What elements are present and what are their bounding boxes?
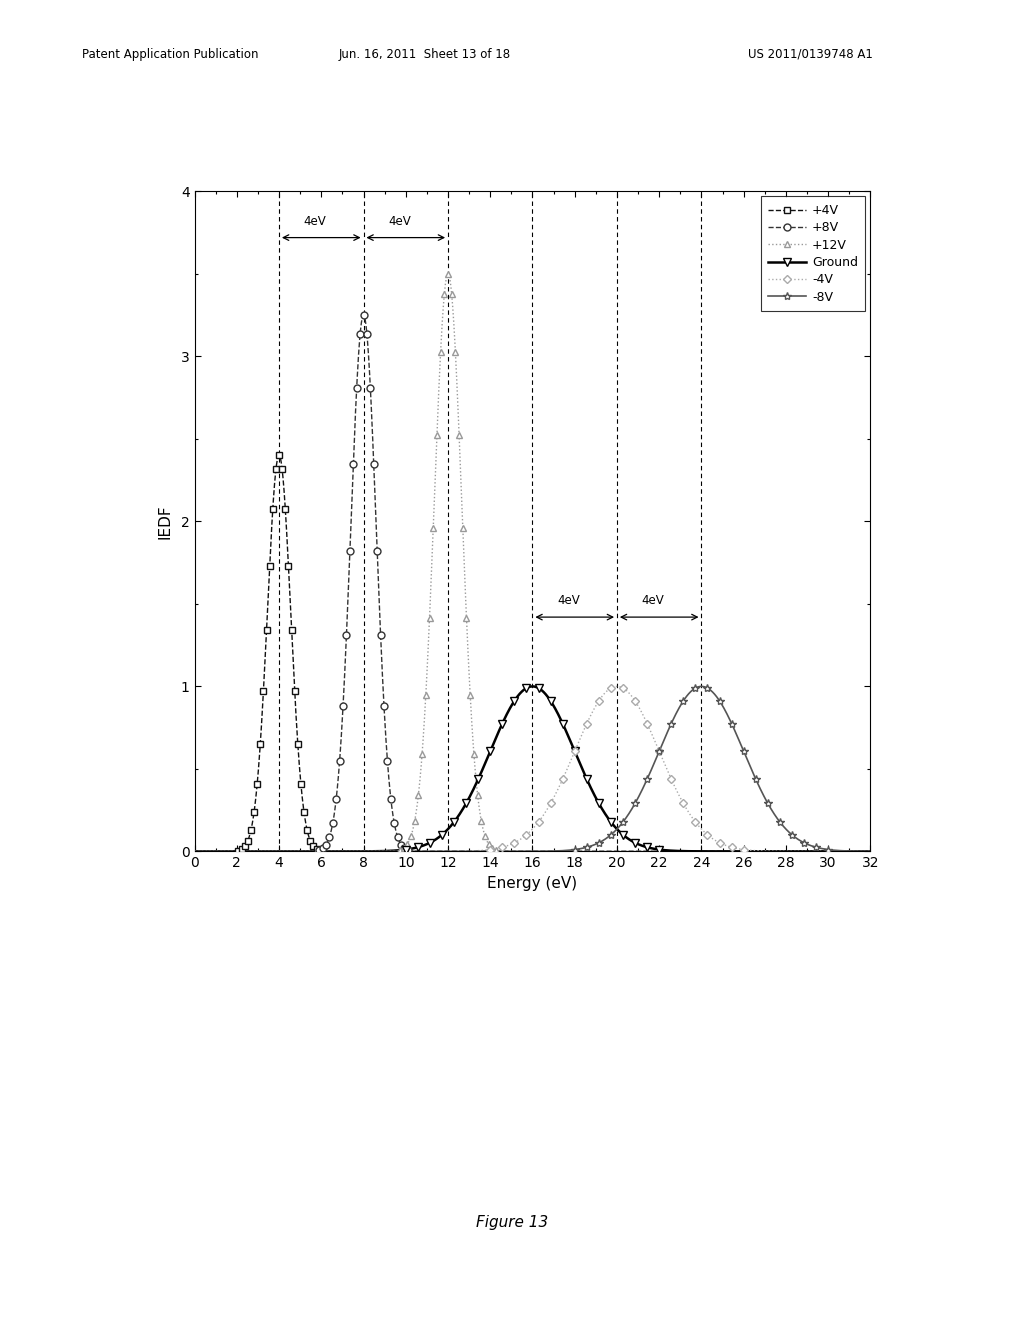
Text: Jun. 16, 2011  Sheet 13 of 18: Jun. 16, 2011 Sheet 13 of 18 — [339, 48, 511, 61]
Text: 4eV: 4eV — [303, 215, 327, 227]
Text: Patent Application Publication: Patent Application Publication — [82, 48, 258, 61]
Legend: +4V, +8V, +12V, Ground, -4V, -8V: +4V, +8V, +12V, Ground, -4V, -8V — [761, 197, 865, 312]
Text: US 2011/0139748 A1: US 2011/0139748 A1 — [748, 48, 872, 61]
Text: 4eV: 4eV — [557, 594, 580, 607]
X-axis label: Energy (eV): Energy (eV) — [487, 875, 578, 891]
Y-axis label: IEDF: IEDF — [158, 504, 172, 539]
Text: 4eV: 4eV — [641, 594, 665, 607]
Text: 4eV: 4eV — [388, 215, 411, 227]
Text: Figure 13: Figure 13 — [476, 1214, 548, 1230]
